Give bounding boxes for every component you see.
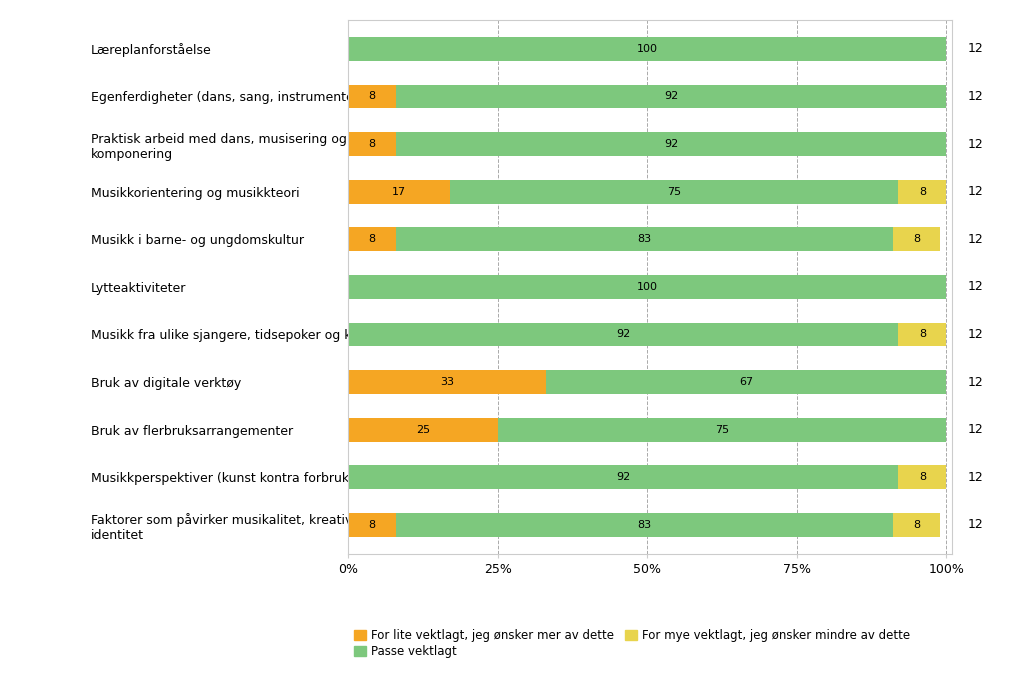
Bar — [348, 418, 498, 441]
Bar — [898, 323, 946, 346]
Text: 83: 83 — [637, 234, 651, 244]
Bar — [898, 466, 946, 489]
Text: 92: 92 — [616, 472, 631, 483]
Text: 12: 12 — [968, 375, 983, 389]
Text: 12: 12 — [968, 280, 983, 294]
Text: 12: 12 — [968, 138, 983, 151]
Bar — [396, 84, 946, 108]
Text: 8: 8 — [369, 139, 376, 149]
Text: 12: 12 — [968, 185, 983, 198]
Bar — [396, 132, 946, 156]
Text: 12: 12 — [968, 423, 983, 436]
Bar — [893, 227, 940, 251]
Bar — [348, 370, 546, 394]
Text: 8: 8 — [919, 472, 926, 483]
Bar — [893, 513, 940, 537]
Text: 100: 100 — [637, 282, 657, 292]
Bar — [348, 227, 396, 251]
Bar — [546, 370, 946, 394]
Text: 8: 8 — [369, 520, 376, 530]
Text: 8: 8 — [369, 91, 376, 101]
Bar — [396, 227, 893, 251]
Bar — [450, 180, 898, 204]
Text: 92: 92 — [664, 139, 678, 149]
Bar — [348, 466, 898, 489]
Text: 8: 8 — [919, 329, 926, 340]
Bar — [348, 84, 396, 108]
Legend: For lite vektlagt, jeg ønsker mer av dette, Passe vektlagt, For mye vektlagt, je: For lite vektlagt, jeg ønsker mer av det… — [354, 628, 910, 658]
Text: 17: 17 — [392, 187, 407, 196]
Text: 100: 100 — [637, 44, 657, 54]
Text: 67: 67 — [739, 377, 753, 387]
Bar — [348, 37, 946, 61]
Text: 83: 83 — [637, 520, 651, 530]
Text: 33: 33 — [440, 377, 454, 387]
Text: 12: 12 — [968, 90, 983, 103]
Bar — [348, 513, 396, 537]
Text: 8: 8 — [912, 520, 920, 530]
Text: 8: 8 — [912, 234, 920, 244]
Bar — [396, 513, 893, 537]
Bar — [348, 275, 946, 299]
Text: 8: 8 — [369, 234, 376, 244]
Text: 92: 92 — [664, 91, 678, 101]
Text: 25: 25 — [416, 425, 430, 435]
Text: 92: 92 — [616, 329, 631, 340]
Text: 12: 12 — [968, 471, 983, 484]
Text: 8: 8 — [919, 187, 926, 196]
Bar — [348, 180, 450, 204]
Text: 12: 12 — [968, 328, 983, 341]
Bar — [898, 180, 946, 204]
Text: 12: 12 — [968, 43, 983, 55]
Bar — [348, 132, 396, 156]
Text: 12: 12 — [968, 233, 983, 246]
Text: 75: 75 — [667, 187, 681, 196]
Bar — [498, 418, 946, 441]
Bar — [348, 323, 898, 346]
Text: 75: 75 — [715, 425, 729, 435]
Text: 12: 12 — [968, 518, 983, 531]
